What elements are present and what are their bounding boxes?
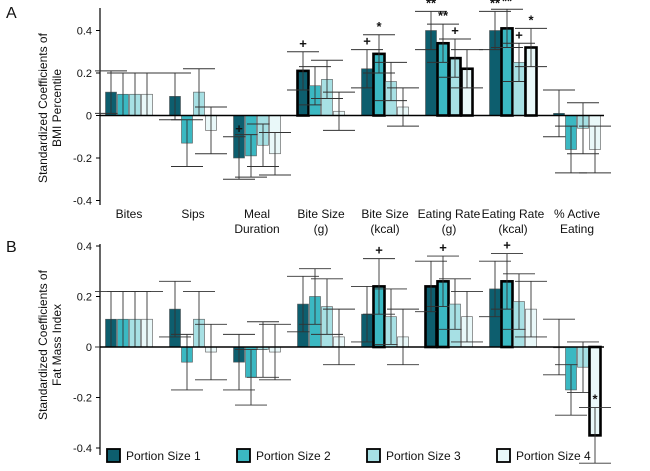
legend-swatch-1 (106, 448, 121, 463)
y-tick-label: 0.2 (77, 292, 92, 304)
y-axis-title-line: Standardized Coefficients of (36, 32, 50, 183)
legend-label-3: Portion Size 3 (386, 449, 461, 463)
y-tick-label: -0.2 (73, 393, 92, 405)
y-tick-label: -0.2 (73, 153, 92, 165)
panel-b: B -0.4 -0.2 0 0.2 0.4 Standardized Coefficien… (6, 238, 611, 464)
significance-marker: + (515, 27, 523, 42)
significance-marker: * (528, 12, 534, 27)
x-category-label: (g) (442, 222, 457, 236)
x-category-label: (kcal) (498, 222, 527, 236)
y-axis-title-line: Standardized Coefficients of (36, 269, 50, 420)
panel-a-label: A (6, 5, 17, 22)
x-category-label: Meal (244, 207, 270, 221)
significance-marker: + (299, 36, 307, 51)
y-tick-label: 0.4 (77, 241, 92, 253)
significance-marker: + (375, 243, 383, 258)
x-category-label: Eating (560, 222, 594, 236)
y-tick-label: -0.4 (73, 443, 92, 455)
legend-label-1: Portion Size 1 (126, 449, 201, 463)
significance-marker: ** (438, 8, 449, 23)
significance-marker: + (503, 238, 511, 253)
significance-marker: ** (426, 0, 437, 10)
x-category-label: Bite Size (297, 207, 345, 221)
y-tick-label: 0.2 (77, 68, 92, 80)
y-axis-title: Standardized Coefficients ofBMI Percenti… (36, 32, 64, 183)
significance-marker: + (439, 240, 447, 255)
significance-marker: + (363, 34, 371, 49)
x-category-label: (kcal) (370, 222, 399, 236)
significance-marker: + (451, 23, 459, 38)
y-tick-label: -0.4 (73, 196, 92, 208)
panel-b-label: B (6, 239, 17, 256)
x-category-label: Eating Rate (482, 207, 545, 221)
legend-label-4: Portion Size 4 (516, 449, 591, 463)
y-axis-title-line: Fat Mass Index (50, 304, 64, 386)
panel-a: A -0.4 -0.2 0 0.2 0.4 Standardized Coefficien… (6, 0, 611, 236)
significance-marker: + (235, 121, 243, 136)
legend: Portion Size 1 Portion Size 2 Portion Size… (106, 448, 591, 463)
significance-marker: * (376, 19, 382, 34)
x-category-label: (g) (314, 222, 329, 236)
y-tick-label: 0 (86, 111, 92, 123)
x-category-label: Eating Rate (418, 207, 481, 221)
x-category-label: % Active (554, 207, 600, 221)
y-axis-title: Standardized Coefficients ofFat Mass Ind… (36, 269, 64, 420)
y-axis-title-line: BMI Percentile (50, 69, 64, 147)
legend-swatch-2 (236, 448, 251, 463)
legend-swatch-3 (366, 448, 381, 463)
x-category-label: Sips (181, 207, 204, 221)
y-tick-label: 0.4 (77, 26, 92, 38)
legend-label-2: Portion Size 2 (256, 449, 331, 463)
x-category-label: Duration (234, 222, 279, 236)
significance-marker: ** (490, 0, 501, 10)
significance-marker: * (592, 392, 598, 407)
y-tick-label: 0 (86, 342, 92, 354)
legend-swatch-4 (496, 448, 511, 463)
x-category-label: Bite Size (361, 207, 409, 221)
significance-marker: ** (502, 0, 513, 8)
x-category-label: Bites (116, 207, 143, 221)
